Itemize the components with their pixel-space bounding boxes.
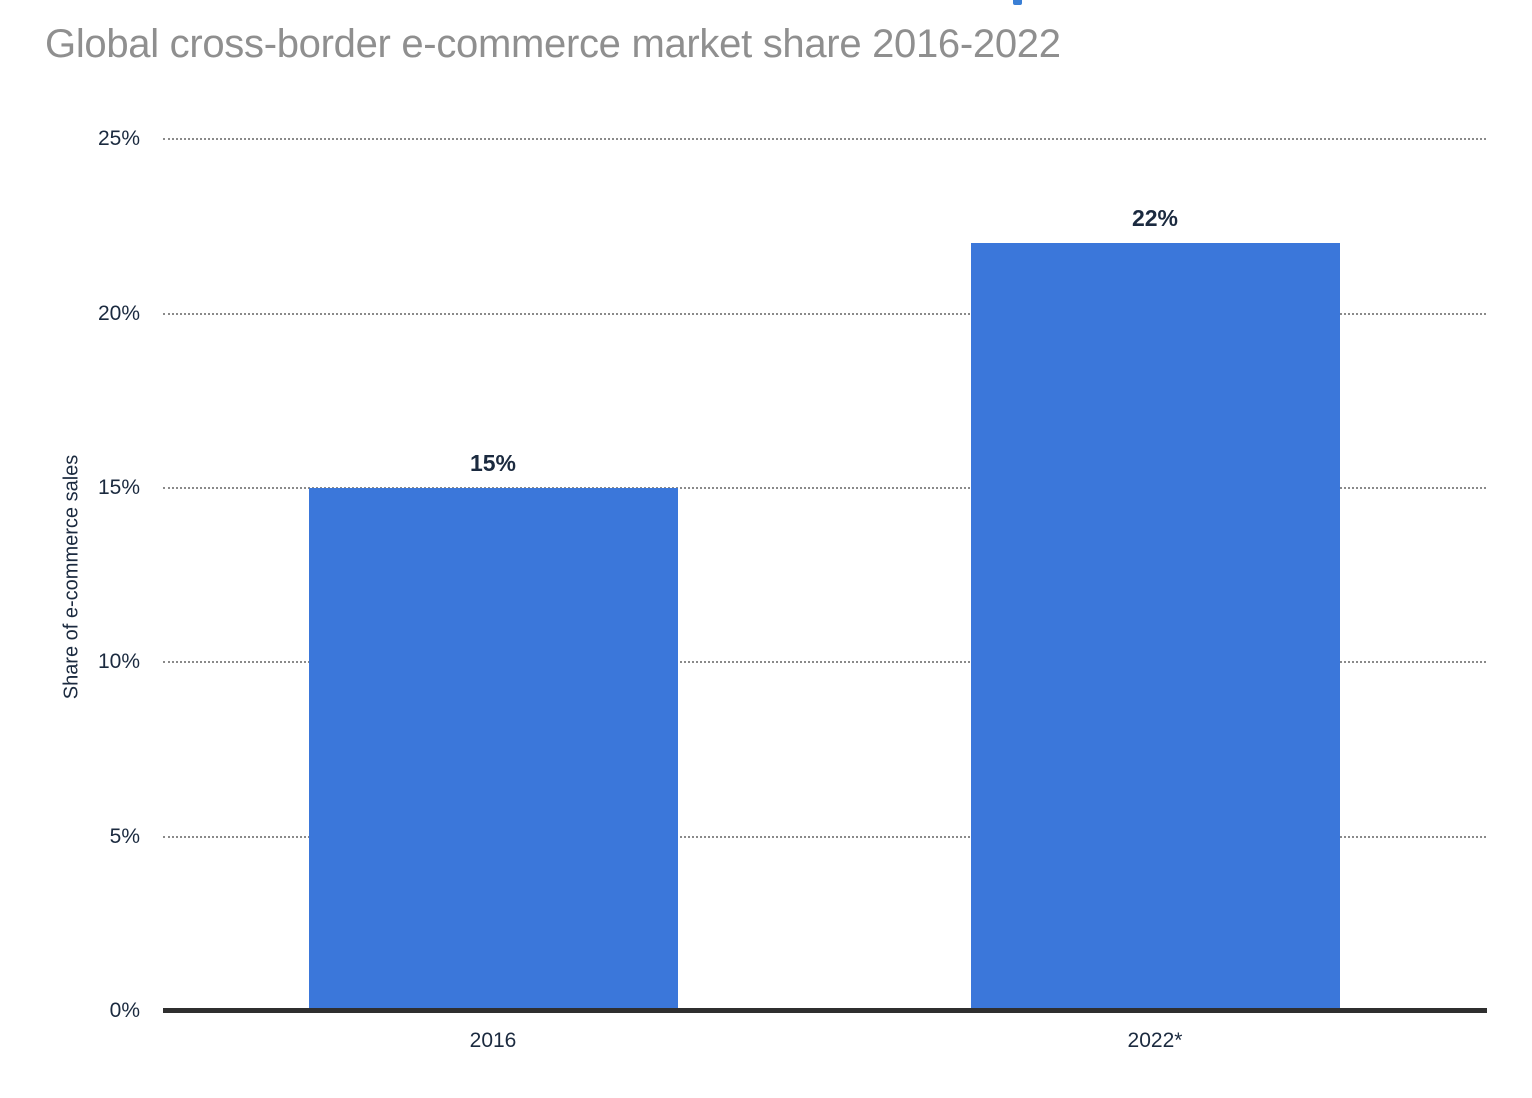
y-tick-label: 25% (97, 127, 140, 150)
bar-value-label: 22% (1131, 205, 1179, 231)
chart-subtitle: Global cross-border e-commerce market sh… (45, 22, 1061, 66)
bar-2016[interactable] (309, 488, 678, 1011)
bar-2022[interactable] (971, 243, 1340, 1011)
gridline-20 (163, 313, 1486, 315)
gridline-5 (163, 836, 1486, 838)
y-tick-label: 0% (109, 999, 140, 1022)
x-tick-label: 2022* (1127, 1029, 1183, 1052)
title-fragment (1013, 0, 1022, 5)
x-tick-label: 2016 (469, 1029, 517, 1052)
bar-value-label: 15% (469, 450, 517, 476)
gridline-25 (163, 138, 1486, 140)
y-tick-label: 10% (97, 650, 140, 673)
gridline-15 (163, 487, 1486, 489)
gridline-10 (163, 661, 1486, 663)
y-tick-label: 20% (97, 302, 140, 325)
x-axis-line (163, 1008, 1487, 1013)
y-tick-label: 15% (97, 476, 140, 499)
y-tick-label: 5% (109, 825, 140, 848)
y-axis-label: Share of e-commerce sales (60, 454, 83, 700)
